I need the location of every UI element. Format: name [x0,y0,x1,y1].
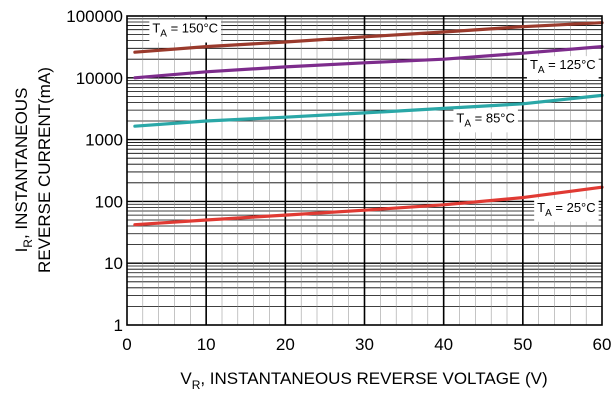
tick-labels: 0 10 20 30 40 50 60 1 10 100 1000 10000 100000 [66,7,611,354]
y-axis-title-line1: IR, INSTANTANEOUS [12,88,35,253]
series-line [133,44,604,80]
y-tick-label: 100 [95,192,123,211]
series-label-background [534,198,599,222]
y-tick-label: 10000 [76,69,123,88]
y-axis-title-line2: REVERSE CURRENT(mA) [35,67,54,273]
x-tick-label: 0 [122,335,131,354]
y-tick-label: 1 [114,316,123,335]
y-tick-label: 100000 [66,7,123,26]
x-tick-label: 20 [276,335,295,354]
series-label: TA = 150°C [149,19,222,43]
series-label: TA = 125°C [526,56,599,80]
series-label-background [453,109,518,133]
x-tick-label: 30 [355,335,374,354]
series-label: TA = 25°C [534,198,599,222]
x-tick-label: 50 [513,335,532,354]
x-axis-title: VR, INSTANTANEOUS REVERSE VOLTAGE (V) [180,369,547,392]
series-line [133,185,604,227]
plot-border [126,15,603,326]
series-label-text: TA = 150°C [152,21,218,40]
series-label-background [149,19,222,43]
x-tick-label: 40 [434,335,453,354]
series-labels: TA = 150°C TA = 125°C TA = 85°C TA = 25°C [149,19,599,222]
series-lines [133,21,604,227]
series-label-text: TA = 125°C [530,57,596,76]
x-tick-label: 10 [197,335,216,354]
series-line [133,21,604,54]
grid [127,16,602,325]
y-tick-label: 1000 [85,131,123,150]
series-label-text: TA = 25°C [537,200,596,219]
x-tick-label: 60 [593,335,612,354]
series-line [133,93,604,128]
y-tick-label: 10 [104,254,123,273]
series-label: TA = 85°C [453,109,518,133]
series-label-background [526,56,599,80]
series-label-text: TA = 85°C [456,110,515,129]
